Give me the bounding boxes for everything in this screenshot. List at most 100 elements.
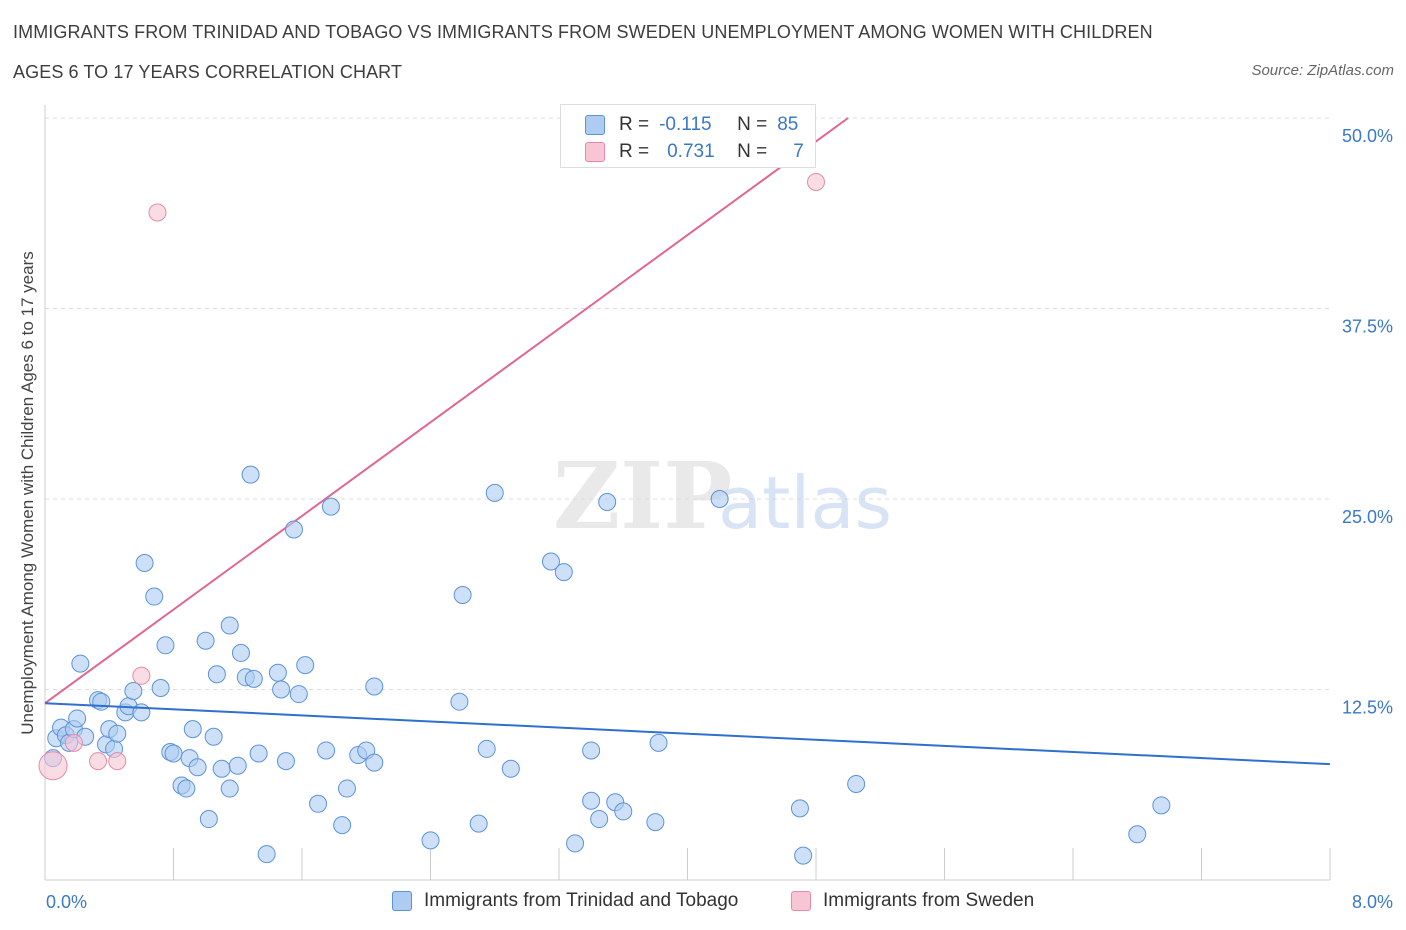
legend-label: Immigrants from Sweden — [823, 890, 1035, 911]
stats-box: R = -0.115 N = 85 R = 0.731 N = 7 — [560, 104, 816, 168]
data-point-trinidad — [68, 709, 87, 728]
data-point-trinidad — [257, 845, 276, 864]
y-tick-label: 25.0% — [1342, 507, 1393, 527]
data-point-trinidad — [249, 744, 268, 763]
legend-item-sweden[interactable]: Immigrants from Sweden — [791, 890, 1034, 912]
data-point-trinidad — [204, 727, 223, 746]
data-point-trinidad — [646, 813, 665, 832]
y-tick-label: 50.0% — [1342, 126, 1393, 146]
x-tick-label: 8.0% — [1352, 892, 1393, 912]
stats-n-label: N = — [737, 114, 768, 135]
data-point-trinidad — [108, 724, 127, 743]
stats-r-value: 0.731 — [667, 141, 715, 162]
chart-title-line-1: IMMIGRANTS FROM TRINIDAD AND TOBAGO VS I… — [13, 22, 1153, 42]
data-point-trinidad — [124, 682, 143, 701]
data-point-trinidad — [649, 733, 668, 752]
data-point-trinidad — [365, 677, 384, 696]
data-point-trinidad — [296, 656, 315, 675]
data-point-trinidad — [71, 654, 90, 673]
data-point-trinidad — [1128, 825, 1147, 844]
data-point-trinidad — [365, 753, 384, 772]
y-tick-label: 37.5% — [1342, 317, 1393, 337]
data-point-trinidad — [590, 810, 609, 829]
data-point-trinidad — [710, 490, 729, 508]
data-point-trinidad — [317, 741, 336, 760]
data-point-trinidad — [582, 791, 601, 810]
data-point-trinidad — [321, 497, 340, 516]
data-point-trinidad — [485, 483, 504, 502]
data-point-trinidad — [847, 774, 866, 793]
stats-row-trinidad: R = -0.115 N = 85 — [585, 111, 798, 139]
data-point-trinidad — [156, 636, 175, 655]
data-point-trinidad — [469, 814, 488, 833]
data-point-trinidad — [450, 692, 469, 711]
data-point-trinidad — [207, 665, 226, 684]
stats-n-label: N = — [737, 141, 768, 162]
data-point-trinidad — [212, 759, 231, 778]
data-point-trinidad — [183, 720, 202, 739]
data-point-sweden — [64, 733, 83, 752]
data-point-trinidad — [582, 741, 601, 760]
data-point-trinidad — [1152, 796, 1171, 815]
source-label: Source: ZipAtlas.com — [1251, 62, 1394, 79]
chart-title-line-2: AGES 6 TO 17 YEARS CORRELATION CHART — [13, 62, 403, 82]
y-tick-label: 12.5% — [1342, 698, 1393, 718]
stats-r-label: R = — [619, 114, 650, 135]
watermark-atlas: atlas — [718, 461, 892, 545]
data-point-trinidad — [199, 810, 218, 829]
stats-r-value: -0.115 — [659, 114, 712, 135]
data-point-trinidad — [151, 678, 170, 697]
data-point-trinidad — [276, 752, 295, 771]
legend-label: Immigrants from Trinidad and Tobago — [424, 890, 739, 911]
data-point-trinidad — [421, 831, 440, 850]
data-point-trinidad — [333, 816, 352, 835]
data-point-trinidad — [132, 703, 151, 722]
data-point-trinidad — [231, 643, 250, 662]
data-point-sweden — [807, 173, 825, 192]
data-point-trinidad — [477, 739, 496, 758]
data-point-trinidad — [228, 756, 247, 775]
data-point-trinidad — [614, 802, 633, 821]
data-point-trinidad — [145, 587, 164, 606]
data-point-trinidad — [177, 779, 196, 798]
data-point-trinidad — [566, 834, 585, 853]
data-point-trinidad — [309, 794, 328, 813]
data-point-trinidad — [244, 669, 263, 688]
data-point-trinidad — [272, 680, 291, 699]
data-point-trinidad — [598, 493, 617, 512]
data-point-sweden — [108, 752, 127, 771]
trendline-trinidad — [44, 702, 1331, 766]
legend-item-trinidad[interactable]: Immigrants from Trinidad and Tobago — [392, 890, 738, 912]
stats-swatch-blue — [585, 115, 605, 135]
data-point-trinidad — [164, 744, 183, 763]
data-point-trinidad — [220, 779, 239, 798]
data-point-sweden — [89, 752, 108, 771]
data-point-trinidad — [268, 663, 287, 682]
data-point-trinidad — [790, 799, 809, 818]
data-point-trinidad — [554, 563, 573, 582]
legend-swatch-pink — [791, 891, 811, 911]
data-point-trinidad — [188, 758, 207, 777]
data-point-trinidad — [453, 586, 472, 605]
stats-n-value: 85 — [777, 114, 799, 135]
data-point-sweden — [148, 203, 167, 222]
watermark-zip: ZIP — [553, 442, 732, 550]
stats-swatch-pink — [585, 142, 605, 162]
data-point-sweden — [38, 751, 68, 781]
data-point-trinidad — [241, 465, 260, 484]
data-point-trinidad — [92, 692, 111, 711]
stats-r-label: R = — [619, 141, 650, 162]
data-point-trinidad — [794, 846, 813, 865]
trendline-sweden — [44, 117, 849, 705]
data-point-trinidad — [196, 631, 215, 650]
stats-row-sweden: R = 0.731 N = 7 — [585, 138, 804, 166]
data-point-sweden — [132, 666, 151, 685]
x-tick-label: 0.0% — [46, 892, 87, 912]
data-point-trinidad — [541, 552, 560, 571]
data-point-trinidad — [135, 554, 154, 573]
data-point-trinidad — [289, 685, 308, 704]
data-point-trinidad — [284, 520, 303, 539]
data-point-trinidad — [501, 759, 520, 778]
data-point-trinidad — [337, 779, 356, 798]
legend-swatch-blue — [392, 891, 412, 911]
